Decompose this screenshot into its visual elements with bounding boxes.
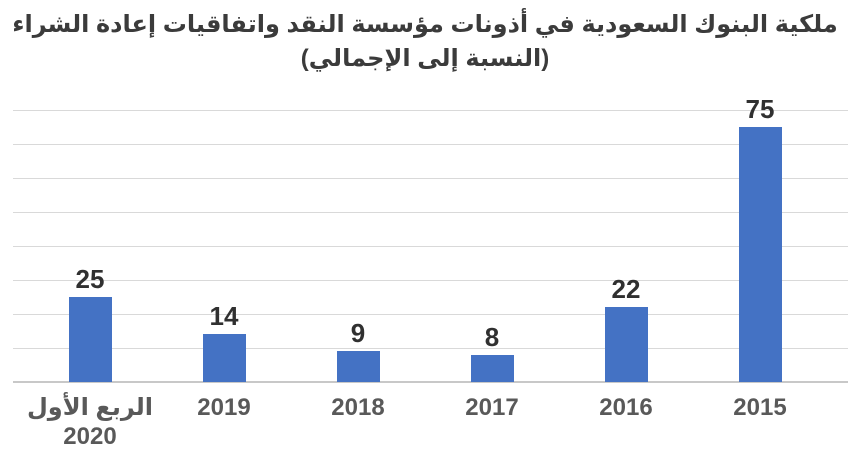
chart-title-line2: (النسبة إلى الإجمالي): [300, 45, 550, 72]
gridline: [13, 348, 848, 349]
chart-title: ملكية البنوك السعودية في أذونات مؤسسة ال…: [0, 8, 850, 76]
bar-q1-2020: [69, 297, 112, 382]
bar-2019: [203, 334, 246, 382]
data-label-2018: 9: [350, 318, 366, 348]
x-label-line: 2017: [465, 394, 519, 421]
chart-title-line1: ملكية البنوك السعودية في أذونات مؤسسة ال…: [12, 11, 838, 38]
x-label-2019: 2019: [149, 393, 299, 422]
data-label-2015: 75: [745, 94, 775, 124]
data-label-2019: 14: [209, 301, 239, 331]
x-label-line: 2015: [733, 394, 787, 421]
x-label-line: 2020: [63, 423, 117, 450]
bar-2018: [337, 351, 380, 382]
bar-2017: [471, 355, 514, 382]
x-label-line: 2018: [331, 394, 385, 421]
gridline: [13, 178, 848, 179]
gridline: [13, 280, 848, 281]
bar-2015: [739, 127, 782, 382]
bar-2016: [605, 307, 648, 382]
gridline: [13, 110, 848, 111]
gridline: [13, 246, 848, 247]
data-label-q1-2020: 25: [75, 264, 105, 294]
gridline: [13, 212, 848, 213]
x-label-2016: 2016: [551, 393, 701, 422]
gridline: [13, 314, 848, 315]
x-label-line: 2019: [197, 394, 251, 421]
chart-plot-area: 25 14 9 8 22 75: [13, 95, 848, 383]
x-label-line: 2016: [599, 394, 653, 421]
x-label-2015: 2015: [685, 393, 835, 422]
x-axis-line: [13, 381, 848, 383]
x-label-2018: 2018: [283, 393, 433, 422]
x-label-q1-2020: الربع الأول 2020: [15, 393, 165, 451]
x-label-2017: 2017: [417, 393, 567, 422]
data-label-2016: 22: [611, 274, 641, 304]
data-label-2017: 8: [484, 322, 500, 352]
x-label-line: الربع الأول: [26, 394, 154, 421]
gridline: [13, 144, 848, 145]
